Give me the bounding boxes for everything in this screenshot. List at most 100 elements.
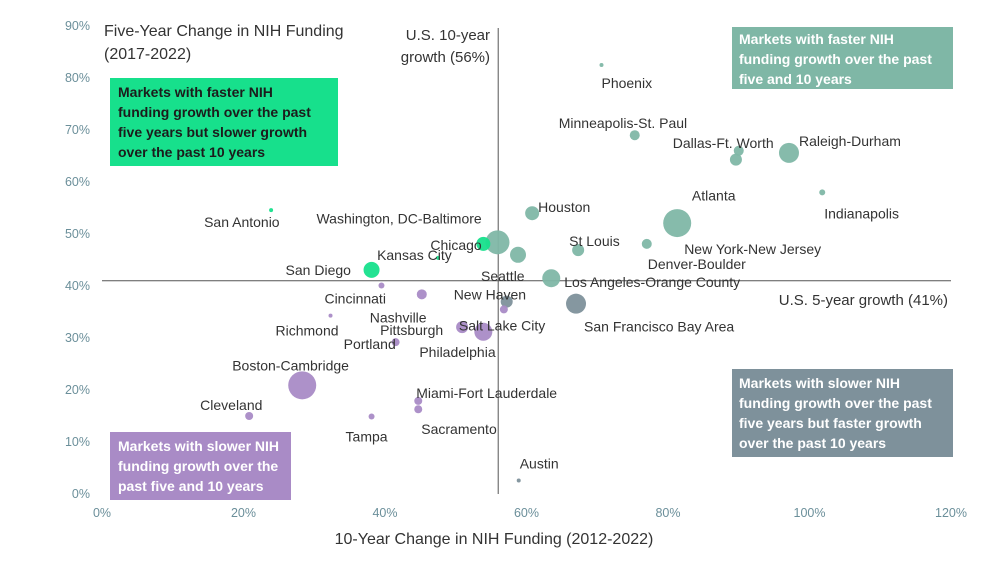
data-points <box>245 63 826 483</box>
label-miami-fort-lauderdale: Miami-Fort Lauderdale <box>416 385 557 401</box>
x-tick-label: 120% <box>935 506 967 520</box>
label-seattle: Seattle <box>481 268 525 284</box>
point-austin <box>516 478 521 483</box>
label-new-haven: New Haven <box>454 287 526 303</box>
y-tick-label: 90% <box>65 19 90 33</box>
label-chicago: Chicago <box>430 237 482 253</box>
us-10-year-label: U.S. 10-year <box>406 27 490 44</box>
y-tick-label: 80% <box>65 71 90 85</box>
quadrant-box-bg <box>732 27 953 89</box>
point-pittsburgh <box>456 321 469 334</box>
label-washington-dc-baltimore: Washington, DC-Baltimore <box>316 210 481 226</box>
quadrant-box-faster-both: Markets with faster NIH funding growth ov… <box>732 27 953 89</box>
point-phoenix <box>599 63 604 67</box>
point-miami-fort-lauderdale <box>414 396 423 405</box>
quadrant-box-slower-both: Markets with slower NIH funding growth ov… <box>110 432 291 500</box>
point-san-francisco-bay-area <box>566 293 587 314</box>
label-nashville: Nashville <box>370 309 427 325</box>
y-tick-label: 10% <box>65 435 90 449</box>
y-axis-ticks: 0% 10% 20% 30% 40% 50% 60% 70% 80% 90% <box>65 19 90 501</box>
point-richmond <box>328 313 333 318</box>
y-tick-label: 50% <box>65 227 90 241</box>
x-tick-label: 100% <box>794 506 826 520</box>
y-tick-label: 30% <box>65 331 90 345</box>
point-cincinnati <box>378 282 385 289</box>
label-philadelphia: Philadelphia <box>419 344 495 360</box>
label-denver-boulder: Denver-Boulder <box>648 256 746 272</box>
point-nashville <box>416 289 427 300</box>
y-tick-label: 20% <box>65 383 90 397</box>
x-tick-label: 20% <box>231 506 256 520</box>
quadrant-box-bg <box>110 432 291 500</box>
label-indianapolis: Indianapolis <box>824 205 899 221</box>
label-minneapolis-st-paul: Minneapolis-St. Paul <box>559 115 687 131</box>
point-sacramento <box>414 405 423 414</box>
label-raleigh-durham: Raleigh-Durham <box>799 133 901 149</box>
label-cleveland: Cleveland <box>200 397 262 413</box>
point-dallas-ft-worth <box>733 145 744 156</box>
label-dallas-ft-worth: Dallas-Ft. Worth <box>673 135 774 151</box>
point-chicago <box>476 236 491 251</box>
point-los-angeles-orange-county <box>542 269 561 288</box>
x-tick-label: 80% <box>655 506 680 520</box>
label-salt-lake-city: Salt Lake City <box>459 317 545 333</box>
label-cincinnati: Cincinnati <box>324 290 385 306</box>
point-st-louis <box>572 244 585 257</box>
label-tampa: Tampa <box>346 429 388 445</box>
point-san-diego <box>363 261 380 278</box>
label-boston-cambridge: Boston-Cambridge <box>232 357 349 373</box>
label-richmond: Richmond <box>276 323 339 339</box>
quadrant-box-text: Markets with slower NIH funding growth ov… <box>739 375 932 451</box>
label-austin: Austin <box>520 455 559 471</box>
label-san-francisco-bay-area: San Francisco Bay Area <box>584 319 734 335</box>
point-salt-lake-city <box>499 305 508 314</box>
y-tick-label: 40% <box>65 279 90 293</box>
point-washington-dc-baltimore <box>485 230 510 255</box>
quadrant-box-bg <box>110 78 338 166</box>
point-boston-cambridge <box>288 371 317 400</box>
quadrant-box-faster-five-slower-ten: Markets with faster NIH funding growth ov… <box>110 78 338 166</box>
x-tick-label: 0% <box>93 506 111 520</box>
x-tick-label: 60% <box>514 506 539 520</box>
label-phoenix: Phoenix <box>601 75 652 91</box>
quadrant-box-text: Markets with faster NIH funding growth ov… <box>739 31 932 87</box>
point-san-antonio <box>269 208 274 213</box>
us-10-year-label-line2: growth (56%) <box>401 49 490 66</box>
point-indianapolis <box>819 189 826 196</box>
us-5-year-label: U.S. 5-year growth (41%) <box>779 292 948 309</box>
point-denver-boulder <box>641 238 652 249</box>
point-atlanta <box>729 153 742 166</box>
point-kansas-city <box>436 255 441 260</box>
x-tick-label: 40% <box>372 506 397 520</box>
point-minneapolis-st-paul <box>629 130 640 141</box>
label-atlanta: Atlanta <box>692 188 736 204</box>
chart-title-line2: (2017-2022) <box>104 46 191 63</box>
label-sacramento: Sacramento <box>421 421 497 437</box>
point-philadelphia <box>474 322 493 341</box>
label-houston: Houston <box>538 199 590 215</box>
y-tick-label: 70% <box>65 123 90 137</box>
x-axis-label: 10-Year Change in NIH Funding (2012-2022… <box>335 531 654 548</box>
quadrant-box-text: Markets with faster NIH funding growth ov… <box>118 84 311 160</box>
label-pittsburgh: Pittsburgh <box>380 322 443 338</box>
point-raleigh-durham <box>778 142 799 163</box>
point-portland <box>391 338 400 347</box>
data-point-labels: Phoenix Minneapolis-St. Paul Dallas-Ft. Wo… <box>200 75 901 471</box>
label-san-diego: San Diego <box>286 262 352 278</box>
label-los-angeles-orange-county: Los Angeles-Orange County <box>564 274 740 290</box>
label-st-louis: St Louis <box>569 233 620 249</box>
quadrant-box-bg <box>732 369 953 457</box>
label-kansas-city: Kansas City <box>377 247 452 263</box>
point-new-haven <box>500 295 513 308</box>
y-tick-label: 0% <box>72 487 90 501</box>
label-san-antonio: San Antonio <box>204 214 280 230</box>
quadrant-box-text: Markets with slower NIH funding growth ov… <box>118 438 279 494</box>
point-tampa <box>368 413 375 420</box>
point-new-york-new-jersey <box>663 209 692 238</box>
point-seattle <box>510 246 527 263</box>
x-axis-ticks: 0% 20% 40% 60% 80% 100% 120% <box>93 506 967 520</box>
chart-title: Five-Year Change in NIH Funding <box>104 23 344 40</box>
quadrant-box-slower-five-faster-ten: Markets with slower NIH funding growth ov… <box>732 369 953 457</box>
point-houston <box>525 206 540 221</box>
